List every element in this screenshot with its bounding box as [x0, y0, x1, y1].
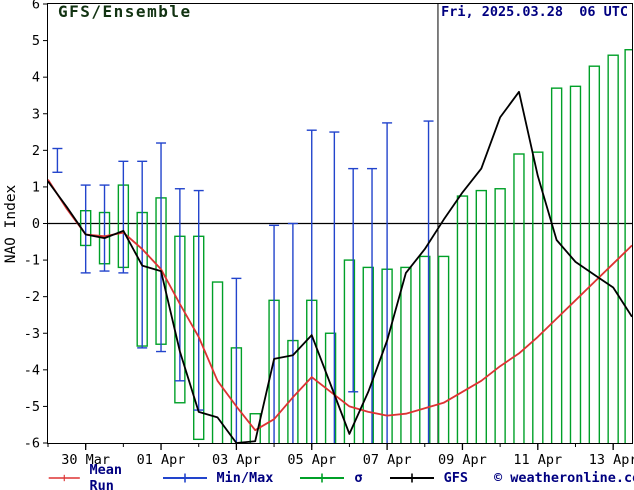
legend: Mean Run Min/Max σ GFS © weatheronline.c…: [48, 462, 634, 490]
legend-item-sigma: σ: [299, 469, 363, 486]
run-datetime: Fri, 2025.03.28 06 UTC: [441, 4, 628, 20]
legend-label-minmax: Min/Max: [216, 469, 274, 486]
svg-text:1: 1: [32, 179, 40, 195]
svg-text:-3: -3: [24, 326, 40, 342]
sigma-line-sample-icon: [300, 473, 345, 482]
legend-label-sigma: σ: [354, 469, 363, 486]
svg-text:-5: -5: [24, 399, 40, 415]
y-axis-ticks: 6 5 4 3 2 1 0 -1 -2 -3 -4 -5 -6: [24, 0, 48, 452]
svg-text:13 Apr: 13 Apr: [589, 452, 634, 468]
svg-text:09 Apr: 09 Apr: [438, 452, 487, 468]
minmax-line-sample-icon: [162, 473, 207, 482]
svg-text:3: 3: [32, 106, 40, 122]
svg-text:4: 4: [32, 70, 40, 86]
legend-label-mean-run: Mean Run: [89, 461, 123, 490]
legend-label-gfs: GFS: [443, 469, 468, 486]
legend-item-mean-run: Mean Run: [48, 462, 136, 490]
svg-text:0: 0: [32, 216, 40, 232]
svg-text:-6: -6: [24, 436, 40, 452]
svg-text:07 Apr: 07 Apr: [363, 452, 412, 468]
gfs-line: [48, 90, 632, 443]
mean-run-line-sample-icon: [48, 474, 80, 481]
svg-text:6: 6: [32, 0, 40, 13]
svg-text:05 Apr: 05 Apr: [287, 452, 336, 468]
svg-text:-4: -4: [24, 362, 40, 378]
svg-text:5: 5: [32, 33, 40, 49]
svg-text:2: 2: [32, 143, 40, 159]
mean-run-line: [48, 179, 632, 432]
svg-text:-1: -1: [24, 253, 40, 269]
sigma-series: [79, 49, 632, 443]
minmax-series: [52, 120, 434, 443]
legend-item-minmax: Min/Max: [162, 469, 274, 486]
watermark: © weatheronline.co.uk: [493, 469, 634, 486]
x-axis-ticks: 30 Mar 01 Apr 03 Apr 05 Apr 07 Apr 09 Apr 11 A…: [47, 443, 634, 468]
y-axis-label: NAO Index: [3, 184, 19, 263]
legend-item-gfs: GFS: [389, 470, 468, 486]
svg-text:30 Mar: 30 Mar: [61, 452, 110, 468]
svg-text:03 Apr: 03 Apr: [212, 452, 261, 468]
svg-text:11 Apr: 11 Apr: [513, 452, 562, 468]
chart-title: GFS/Ensemble: [58, 2, 192, 21]
svg-text:01 Apr: 01 Apr: [137, 452, 186, 468]
gfs-line-sample-icon: [389, 473, 434, 482]
svg-text:-2: -2: [24, 289, 40, 305]
